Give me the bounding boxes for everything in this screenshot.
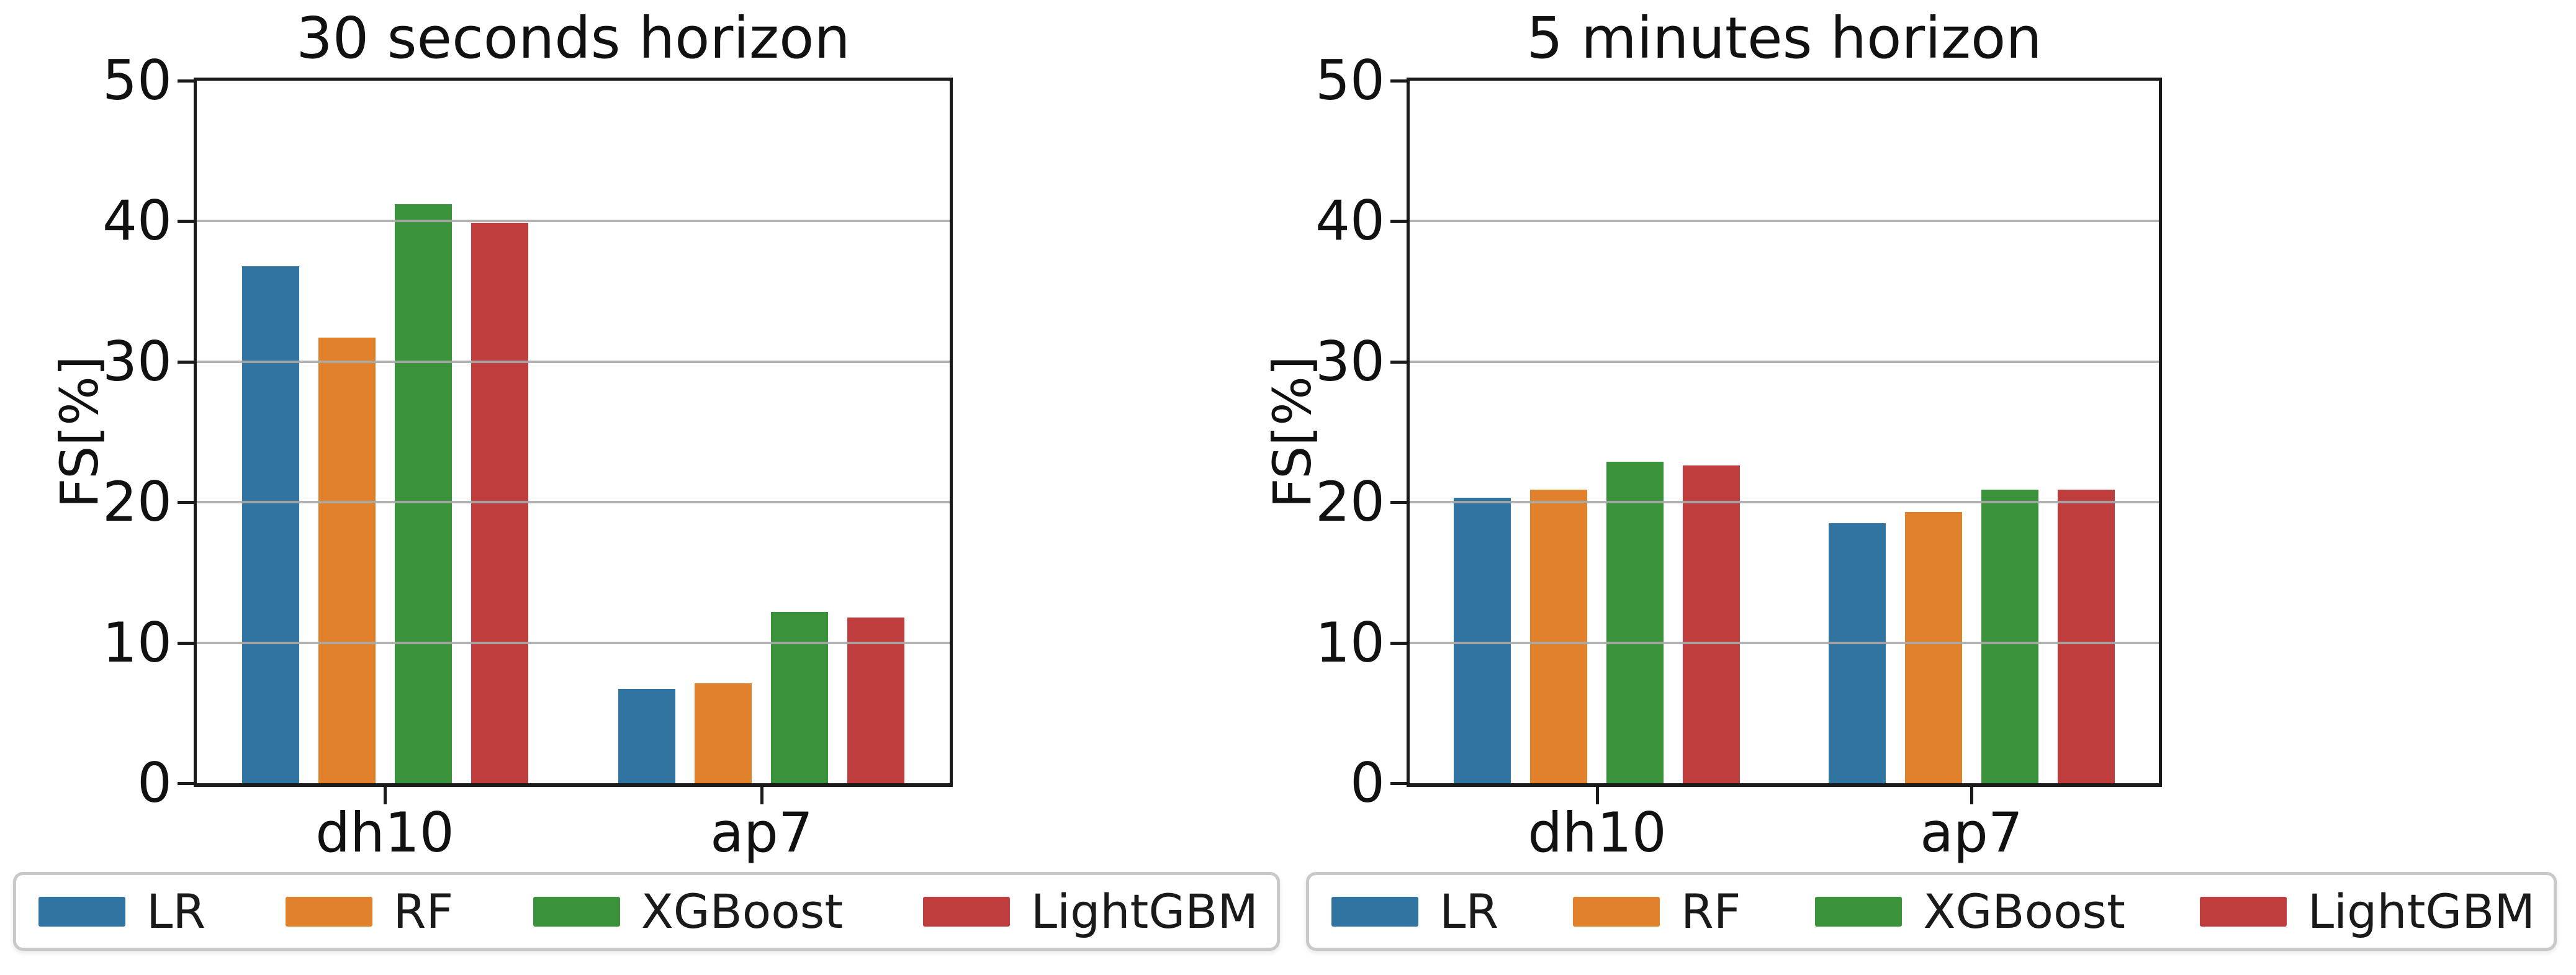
legend-swatch-LR: [1331, 896, 1418, 927]
plot-area: [1410, 81, 2159, 783]
bar-XGBoost-dh10: [395, 204, 452, 783]
bar-XGBoost-dh10: [1606, 462, 1664, 783]
y-tick-label: 40: [1315, 189, 1385, 253]
y-tick-label: 0: [137, 751, 172, 815]
axis-spine-bottom: [194, 783, 953, 787]
x-tick-label: ap7: [1920, 801, 2023, 865]
legend-label: LR: [146, 884, 206, 939]
y-tick-mark: [1390, 642, 1407, 645]
x-tick-mark: [1970, 787, 1973, 804]
y-tick-mark: [178, 501, 194, 504]
x-tick-label: ap7: [710, 801, 813, 865]
y-tick-mark: [1390, 79, 1407, 83]
y-tick-label: 30: [1315, 330, 1385, 393]
legend-swatch-RF: [1573, 896, 1660, 927]
y-tick-mark: [178, 220, 194, 223]
axis-spine-left: [194, 78, 197, 786]
bar-LightGBM-ap7: [2058, 490, 2115, 783]
legend-item-XGBoost: XGBoost: [533, 884, 844, 939]
gridline-40: [1410, 220, 2159, 222]
bar-LR-ap7: [1829, 523, 1886, 783]
gridline-10: [197, 642, 950, 644]
legend-item-LightGBM: LightGBM: [2199, 884, 2535, 939]
axis-spine-top: [1407, 78, 2162, 81]
legend-label: RF: [393, 884, 454, 939]
axis-spine-left: [1407, 78, 1410, 786]
y-tick-label: 50: [102, 48, 172, 112]
gridline-10: [1410, 642, 2159, 644]
axis-spine-bottom: [1407, 783, 2162, 787]
y-tick-mark: [1390, 361, 1407, 364]
y-tick-mark: [178, 642, 194, 645]
gridline-40: [197, 220, 950, 222]
x-tick-mark: [384, 787, 387, 804]
gridline-30: [197, 361, 950, 363]
legend: LR RF XGBoost LightGBM: [13, 872, 1280, 951]
x-tick-mark: [1596, 787, 1599, 804]
legend-label: LightGBM: [1030, 884, 1258, 939]
y-tick-label: 50: [1315, 48, 1385, 112]
legend-swatch-LR: [38, 896, 125, 927]
y-tick-mark: [1390, 501, 1407, 504]
y-tick-label: 10: [102, 611, 172, 675]
legend-swatch-XGBoost: [1815, 896, 1903, 927]
y-tick-label: 20: [102, 470, 172, 534]
chart-title: 30 seconds horizon: [296, 5, 850, 71]
legend-item-XGBoost: XGBoost: [1815, 884, 2125, 939]
y-tick-mark: [1390, 782, 1407, 785]
y-tick-mark: [178, 782, 194, 785]
gridline-20: [197, 501, 950, 503]
y-tick-label: 40: [102, 189, 172, 253]
y-tick-label: 30: [102, 330, 172, 393]
legend-label: XGBoost: [641, 884, 844, 939]
axis-spine-right: [950, 78, 953, 786]
legend-swatch-RF: [285, 896, 372, 927]
bar-XGBoost-ap7: [1981, 490, 2038, 783]
y-tick-label: 10: [1315, 611, 1385, 675]
bar-RF-dh10: [318, 338, 376, 783]
legend-item-RF: RF: [1573, 884, 1741, 939]
y-tick-mark: [178, 79, 194, 83]
legend-item-LightGBM: LightGBM: [922, 884, 1258, 939]
axis-spine-right: [2159, 78, 2162, 786]
bar-LightGBM-ap7: [847, 618, 904, 783]
gridline-30: [1410, 361, 2159, 363]
bar-RF-ap7: [1905, 512, 1962, 783]
y-tick-mark: [178, 361, 194, 364]
chart-title: 5 minutes horizon: [1526, 5, 2042, 71]
legend-label: XGBoost: [1923, 884, 2125, 939]
bar-LR-ap7: [618, 689, 675, 783]
legend-item-LR: LR: [1331, 884, 1498, 939]
legend-swatch-LightGBM: [922, 896, 1010, 927]
legend-item-LR: LR: [38, 884, 205, 939]
legend-label: LightGBM: [2307, 884, 2535, 939]
legend: LR RF XGBoost LightGBM: [1306, 872, 2557, 951]
bar-RF-ap7: [695, 683, 752, 783]
legend-label: RF: [1681, 884, 1741, 939]
axis-spine-top: [194, 78, 953, 81]
bar-LightGBM-dh10: [1683, 465, 1740, 783]
bar-LR-dh10: [1454, 498, 1511, 783]
x-tick-mark: [760, 787, 763, 804]
legend-swatch-LightGBM: [2199, 896, 2287, 927]
legend-swatch-XGBoost: [533, 896, 620, 927]
y-tick-mark: [1390, 220, 1407, 223]
x-tick-label: dh10: [315, 801, 454, 865]
gridline-20: [1410, 501, 2159, 503]
legend-item-RF: RF: [285, 884, 454, 939]
y-tick-label: 20: [1315, 470, 1385, 534]
x-tick-label: dh10: [1528, 801, 1667, 865]
y-tick-label: 0: [1350, 751, 1385, 815]
bar-XGBoost-ap7: [771, 612, 828, 783]
bar-LR-dh10: [242, 266, 299, 783]
bar-RF-dh10: [1530, 490, 1587, 783]
legend-label: LR: [1439, 884, 1499, 939]
